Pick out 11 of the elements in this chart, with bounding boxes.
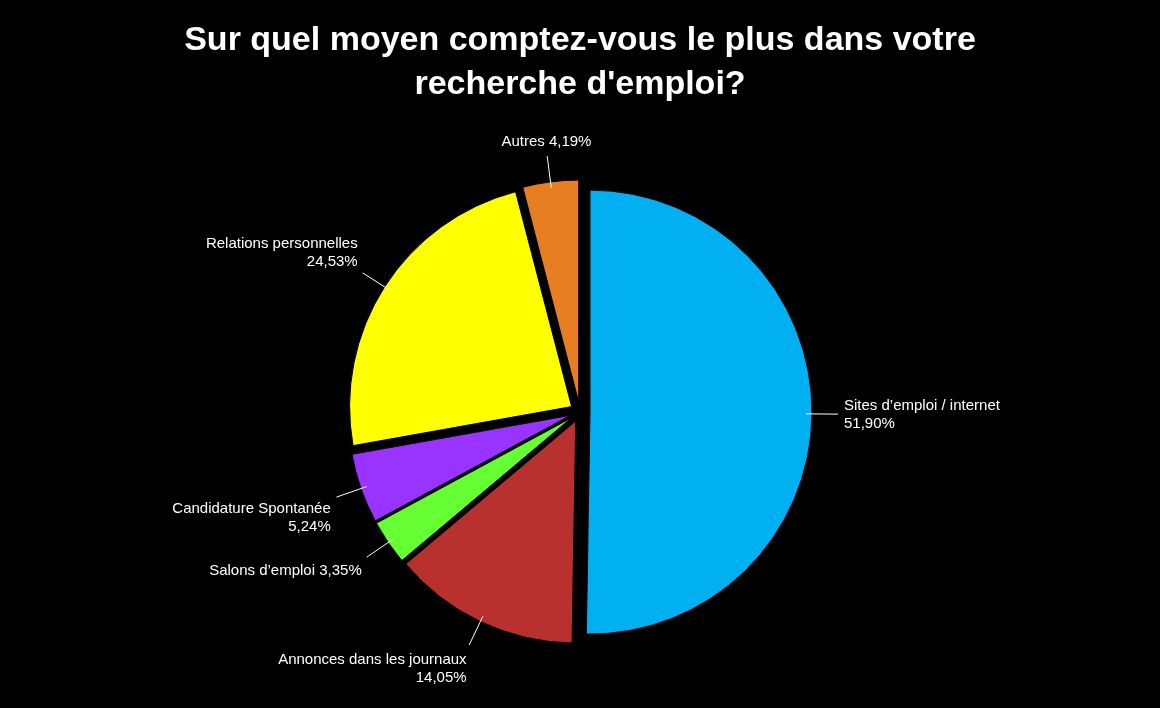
data-label: 14,05% bbox=[415, 668, 467, 686]
data-label: 5,24% bbox=[288, 517, 331, 535]
data-label: 51,90% bbox=[843, 414, 895, 432]
slice-label: Relations personnelles bbox=[205, 233, 358, 251]
data-label: 24,53% bbox=[306, 251, 358, 269]
slice-label: Sites d’emploi / internet bbox=[843, 396, 1001, 414]
slice-label: Autres 4,19% bbox=[501, 132, 592, 150]
chart-title: Sur quel moyen comptez-vous le plus dans votre recherche d'emploi? bbox=[184, 19, 976, 101]
slice-label: Candidature Spontanée bbox=[172, 499, 331, 517]
slice-label: Salons d’emploi 3,35% bbox=[209, 560, 362, 578]
slice-label: Annonces dans les journaux bbox=[278, 650, 468, 668]
